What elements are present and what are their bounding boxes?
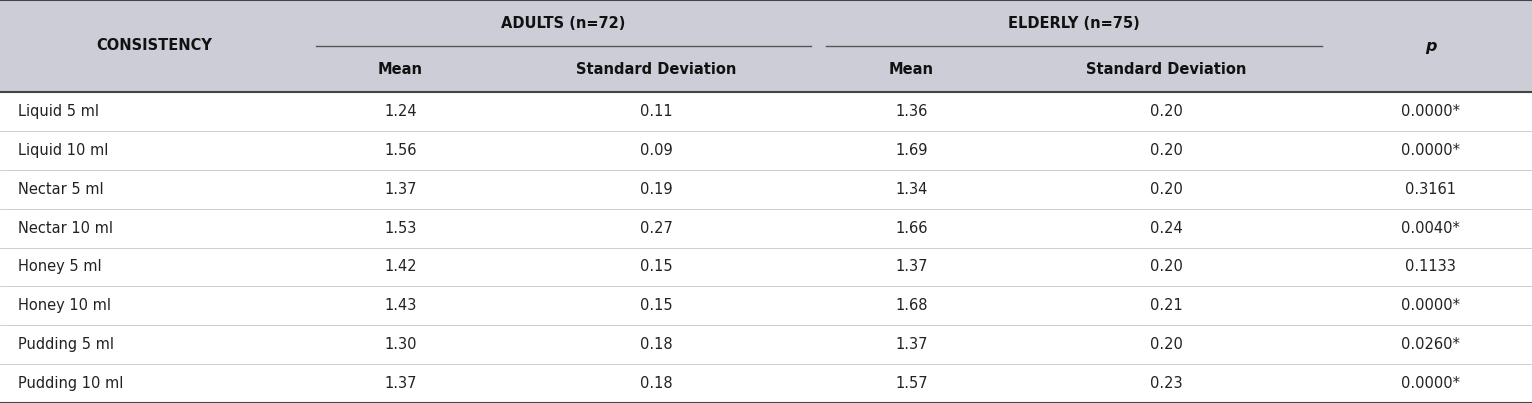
Text: 0.20: 0.20 [1151, 104, 1183, 119]
Text: CONSISTENCY: CONSISTENCY [97, 39, 211, 54]
Text: 0.0000*: 0.0000* [1402, 104, 1460, 119]
Bar [0, 0, 1532, 92]
Text: 1.69: 1.69 [895, 143, 927, 158]
Text: 1.66: 1.66 [895, 220, 927, 236]
Text: 0.20: 0.20 [1151, 260, 1183, 274]
Text: 0.21: 0.21 [1151, 298, 1183, 313]
Text: 0.23: 0.23 [1151, 376, 1183, 391]
Text: 0.15: 0.15 [640, 298, 673, 313]
Text: 1.34: 1.34 [895, 182, 927, 197]
Text: Nectar 5 ml: Nectar 5 ml [18, 182, 104, 197]
Text: Pudding 10 ml: Pudding 10 ml [18, 376, 124, 391]
Text: 0.20: 0.20 [1151, 337, 1183, 352]
Text: 0.18: 0.18 [640, 337, 673, 352]
Bar [0, 92, 1532, 131]
Text: Standard Deviation: Standard Deviation [1086, 62, 1247, 77]
Text: p: p [1425, 39, 1437, 54]
Text: 0.3161: 0.3161 [1405, 182, 1457, 197]
Text: Nectar 10 ml: Nectar 10 ml [18, 220, 113, 236]
Text: 0.09: 0.09 [639, 143, 673, 158]
Bar [0, 364, 1532, 403]
Text: 0.0040*: 0.0040* [1402, 220, 1460, 236]
Text: 0.27: 0.27 [639, 220, 673, 236]
Text: 0.0000*: 0.0000* [1402, 143, 1460, 158]
Text: 0.15: 0.15 [640, 260, 673, 274]
Text: Mean: Mean [378, 62, 423, 77]
Text: Honey 10 ml: Honey 10 ml [18, 298, 112, 313]
Text: Honey 5 ml: Honey 5 ml [18, 260, 103, 274]
Bar [0, 131, 1532, 170]
Text: 1.30: 1.30 [385, 337, 417, 352]
Bar [0, 247, 1532, 287]
Text: 0.20: 0.20 [1151, 182, 1183, 197]
Text: 0.0260*: 0.0260* [1402, 337, 1460, 352]
Text: 1.36: 1.36 [895, 104, 927, 119]
Text: 0.20: 0.20 [1151, 143, 1183, 158]
Text: 1.56: 1.56 [385, 143, 417, 158]
Text: 0.1133: 0.1133 [1405, 260, 1457, 274]
Text: 1.42: 1.42 [385, 260, 417, 274]
Bar [0, 170, 1532, 209]
Text: 1.37: 1.37 [385, 376, 417, 391]
Text: 1.37: 1.37 [895, 337, 927, 352]
Text: Mean: Mean [889, 62, 935, 77]
Text: 0.0000*: 0.0000* [1402, 298, 1460, 313]
Text: 1.57: 1.57 [895, 376, 927, 391]
Text: 1.24: 1.24 [385, 104, 417, 119]
Text: Liquid 5 ml: Liquid 5 ml [18, 104, 100, 119]
Text: 0.11: 0.11 [640, 104, 673, 119]
Text: 0.0000*: 0.0000* [1402, 376, 1460, 391]
Text: 1.53: 1.53 [385, 220, 417, 236]
Text: 0.18: 0.18 [640, 376, 673, 391]
Text: 1.37: 1.37 [895, 260, 927, 274]
Bar [0, 209, 1532, 247]
Text: 1.68: 1.68 [895, 298, 927, 313]
Text: Standard Deviation: Standard Deviation [576, 62, 737, 77]
Bar [0, 325, 1532, 364]
Text: 0.24: 0.24 [1151, 220, 1183, 236]
Text: 0.19: 0.19 [640, 182, 673, 197]
Text: Pudding 5 ml: Pudding 5 ml [18, 337, 115, 352]
Text: ADULTS (n=72): ADULTS (n=72) [501, 17, 625, 31]
Bar [0, 287, 1532, 325]
Text: ELDERLY (n=75): ELDERLY (n=75) [1008, 17, 1140, 31]
Text: 1.37: 1.37 [385, 182, 417, 197]
Text: 1.43: 1.43 [385, 298, 417, 313]
Text: Liquid 10 ml: Liquid 10 ml [18, 143, 109, 158]
